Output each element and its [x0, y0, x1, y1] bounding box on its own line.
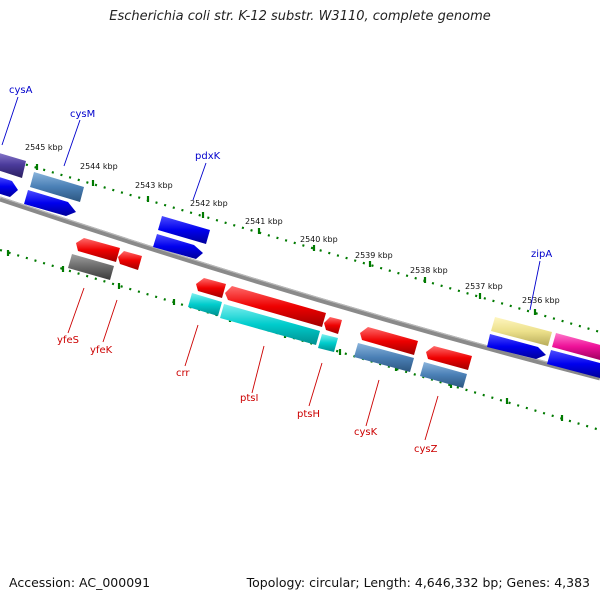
accession-text: Accession: AC_000091 — [9, 575, 151, 590]
lower-scale-dots — [0, 248, 600, 432]
gene-cysZ-arrow[interactable] — [426, 346, 472, 370]
gene-label-cysM[interactable]: cysM — [70, 109, 95, 120]
kbp-label: 2542 kbp — [190, 199, 228, 208]
kbp-label: 2543 kbp — [135, 181, 173, 190]
gene-yfeS-box[interactable] — [68, 254, 114, 280]
kbp-label: 2541 kbp — [245, 217, 283, 226]
gene-label-ptsI[interactable]: ptsI — [240, 393, 258, 404]
gene-label-pdxK[interactable]: pdxK — [195, 151, 221, 162]
gene-cysK-box[interactable] — [354, 343, 414, 372]
gene-label-ptsH[interactable]: ptsH — [297, 409, 320, 420]
gene-label-cysK[interactable]: cysK — [354, 427, 378, 438]
gene-crr-box[interactable] — [188, 293, 222, 316]
kbp-label: 2540 kbp — [300, 235, 338, 244]
gene-label-zipA[interactable]: zipA — [531, 249, 552, 260]
topology-text: Topology: circular; Length: 4,646,332 bp… — [246, 575, 590, 590]
gene-label-crr[interactable]: crr — [176, 368, 190, 379]
genome-title: Escherichia coli str. K-12 substr. W3110… — [109, 9, 491, 24]
gene-label-cysA[interactable]: cysA — [9, 85, 33, 96]
gene-ptsI-box[interactable] — [220, 304, 320, 345]
gene-cysM-arrow[interactable] — [24, 190, 76, 216]
genome-backbone — [0, 196, 600, 381]
gene-zipA-box[interactable] — [491, 317, 552, 346]
kbp-label: 2545 kbp — [25, 143, 63, 152]
kbp-labels: 2545 kbp 2544 kbp 2543 kbp 2542 kbp 2541… — [25, 143, 560, 305]
gene-label-cysZ[interactable]: cysZ — [414, 444, 438, 455]
gene-ptsI-arrow[interactable] — [225, 286, 326, 327]
kbp-label: 2538 kbp — [410, 266, 448, 275]
gene-zipA-arrow[interactable] — [487, 334, 546, 359]
gene-ptsH-arrow[interactable] — [324, 317, 342, 334]
gene-pdxK-arrow[interactable] — [153, 234, 203, 259]
gene-yfeK-arrow[interactable] — [118, 251, 142, 270]
kbp-label: 2544 kbp — [80, 162, 118, 171]
gene-pdxK-box[interactable] — [158, 216, 210, 244]
reverse-gene-labels: yfeS yfeK crr ptsI ptsH cysK cysZ — [57, 335, 438, 455]
gene-crr-arrow[interactable] — [196, 278, 226, 298]
gene-cysA-box[interactable] — [0, 152, 26, 178]
kbp-label: 2539 kbp — [355, 251, 393, 260]
gene-ptsH-box[interactable] — [318, 334, 338, 352]
gene-cysK-arrow[interactable] — [360, 327, 418, 355]
gene-cysA-arrow[interactable] — [0, 176, 18, 197]
kbp-label: 2536 kbp — [522, 296, 560, 305]
gene-right-blue[interactable] — [547, 350, 600, 378]
reverse-leader-lines — [67, 287, 439, 441]
forward-gene-labels: cysA cysM pdxK zipA — [9, 85, 552, 260]
gene-label-yfeK[interactable]: yfeK — [90, 345, 113, 356]
gene-yfeS-arrow[interactable] — [76, 238, 120, 262]
gene-cysM-box[interactable] — [30, 172, 84, 202]
upper-major-ticks — [35, 164, 537, 315]
gene-cysZ-box[interactable] — [420, 362, 467, 388]
gene-right-pink[interactable] — [552, 333, 600, 360]
kbp-label: 2537 kbp — [465, 282, 503, 291]
gene-label-yfeS[interactable]: yfeS — [57, 335, 79, 346]
forward-leader-lines — [1, 96, 541, 311]
